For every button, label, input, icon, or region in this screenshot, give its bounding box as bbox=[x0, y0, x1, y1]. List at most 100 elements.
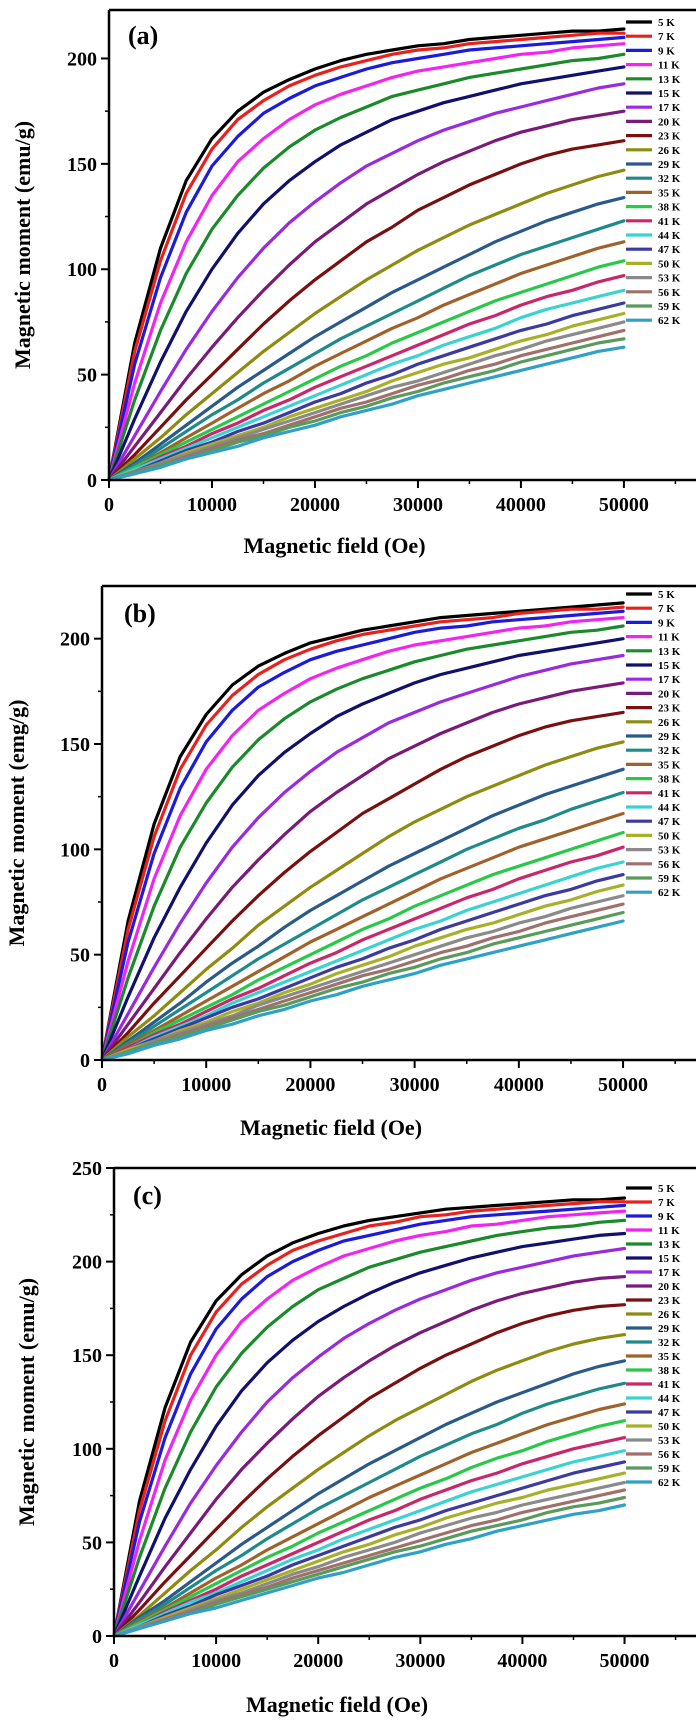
legend-label: 35 K bbox=[658, 1351, 681, 1363]
series-lines bbox=[112, 1196, 627, 1638]
series-line-56k bbox=[107, 328, 626, 482]
legend-label: 32 K bbox=[658, 745, 681, 757]
series-line-50k bbox=[100, 883, 625, 1062]
series-line-29k bbox=[112, 1359, 627, 1638]
series-line-29k bbox=[100, 767, 625, 1062]
x-tick-label: 40000 bbox=[497, 1650, 547, 1672]
x-tick-label: 0 bbox=[97, 1074, 107, 1096]
series-line-41k bbox=[107, 274, 626, 482]
legend-label: 26 K bbox=[658, 1309, 681, 1321]
x-axis-title: Magnetic field (Oe) bbox=[243, 533, 425, 558]
series-line-11k bbox=[107, 42, 626, 482]
legend-label: 9 K bbox=[658, 617, 675, 629]
chart-panel-c: 0 10000 20000 30000 40000 50000 0 50 100 150 200 25… bbox=[14, 1158, 696, 1717]
series-line-56k bbox=[112, 1488, 627, 1638]
legend-label: 15 K bbox=[658, 1253, 681, 1265]
legend-label: 11 K bbox=[658, 60, 680, 72]
series-line-38k bbox=[112, 1419, 627, 1638]
series-line-23k bbox=[107, 139, 626, 482]
legend-label: 47 K bbox=[658, 816, 681, 828]
series-line-50k bbox=[112, 1471, 627, 1638]
series-line-17k bbox=[112, 1246, 627, 1638]
y-tick-label: 150 bbox=[60, 734, 90, 756]
legend-label: 56 K bbox=[658, 1449, 681, 1461]
legend-label: 9 K bbox=[658, 45, 675, 57]
series-line-53k bbox=[100, 894, 625, 1062]
legend-label: 53 K bbox=[658, 1435, 681, 1447]
series-line-5k bbox=[112, 1196, 627, 1638]
legend-label: 38 K bbox=[658, 774, 681, 786]
series-line-32k bbox=[112, 1381, 627, 1638]
legend-label: 13 K bbox=[658, 1239, 681, 1251]
legend-label: 20 K bbox=[658, 688, 681, 700]
y-tick-label: 200 bbox=[67, 48, 97, 70]
legend-label: 7 K bbox=[658, 603, 675, 615]
x-tick-label: 20000 bbox=[293, 1650, 343, 1672]
legend-label: 59 K bbox=[658, 1463, 681, 1475]
series-line-44k bbox=[112, 1449, 627, 1638]
series-line-23k bbox=[112, 1303, 627, 1638]
legend-label: 62 K bbox=[658, 315, 681, 327]
series-line-7k bbox=[107, 31, 626, 482]
legend-label: 41 K bbox=[658, 1379, 681, 1391]
legend-label: 7 K bbox=[658, 31, 675, 43]
legend-label: 47 K bbox=[658, 1407, 681, 1419]
legend-label: 47 K bbox=[658, 244, 681, 256]
y-axis-title: Magnetic moment (emu/g) bbox=[14, 1278, 39, 1526]
x-tick-label: 40000 bbox=[496, 494, 546, 516]
legend-label: 35 K bbox=[658, 759, 681, 771]
x-tick-label: 0 bbox=[104, 494, 114, 516]
legend-label: 50 K bbox=[658, 258, 681, 270]
series-line-5k bbox=[100, 601, 625, 1062]
chart-panel-b: 0 10000 20000 30000 40000 50000 0 50 100 150 200 Ma… bbox=[4, 584, 696, 1140]
series-line-9k bbox=[100, 609, 625, 1062]
series-line-20k bbox=[112, 1275, 627, 1638]
legend-label: 20 K bbox=[658, 116, 681, 128]
y-tick-label: 150 bbox=[72, 1345, 102, 1367]
legend-label: 26 K bbox=[658, 717, 681, 729]
y-tick-label: 200 bbox=[72, 1252, 102, 1274]
legend-label: 59 K bbox=[658, 873, 681, 885]
legend-label: 7 K bbox=[658, 1197, 675, 1209]
y-tick-label: 50 bbox=[70, 945, 90, 967]
series-line-44k bbox=[100, 860, 625, 1062]
legend-label: 56 K bbox=[658, 859, 681, 871]
x-tick-label: 40000 bbox=[494, 1074, 544, 1096]
legend-label: 29 K bbox=[658, 1323, 681, 1335]
x-tick-label: 50000 bbox=[600, 1650, 650, 1672]
series-line-56k bbox=[100, 902, 625, 1062]
series-line-32k bbox=[107, 219, 626, 482]
series-line-35k bbox=[112, 1402, 627, 1638]
legend-label: 50 K bbox=[658, 830, 681, 842]
series-line-15k bbox=[107, 65, 626, 482]
series-line-29k bbox=[107, 196, 626, 482]
legend-label: 13 K bbox=[658, 646, 681, 658]
legend-label: 62 K bbox=[658, 887, 681, 899]
series-line-15k bbox=[100, 637, 625, 1062]
x-tick-label: 10000 bbox=[187, 494, 237, 516]
x-tick-label: 50000 bbox=[599, 494, 649, 516]
legend-label: 35 K bbox=[658, 187, 681, 199]
legend-label: 38 K bbox=[658, 1365, 681, 1377]
y-tick-label: 0 bbox=[92, 1626, 102, 1648]
legend-label: 29 K bbox=[658, 159, 681, 171]
legend-label: 32 K bbox=[658, 1337, 681, 1349]
series-lines bbox=[107, 27, 626, 482]
legend-label: 17 K bbox=[658, 1267, 681, 1279]
x-tick-label: 0 bbox=[109, 1650, 119, 1672]
legend: 5 K 7 K 9 K 11 K 13 K 15 K 17 K 20 K 23 K 26 K 29 … bbox=[626, 17, 681, 327]
legend-label: 44 K bbox=[658, 802, 681, 814]
legend-label: 53 K bbox=[658, 845, 681, 857]
series-line-62k bbox=[112, 1503, 627, 1638]
legend-label: 56 K bbox=[658, 287, 681, 299]
y-axis-title: Magnetic moment (emg/g) bbox=[4, 700, 29, 947]
legend-label: 26 K bbox=[658, 145, 681, 157]
legend-label: 11 K bbox=[658, 1225, 680, 1237]
legend-label: 50 K bbox=[658, 1421, 681, 1433]
series-line-26k bbox=[107, 168, 626, 482]
series-line-47k bbox=[100, 873, 625, 1062]
legend-label: 9 K bbox=[658, 1211, 675, 1223]
series-line-26k bbox=[100, 740, 625, 1062]
legend-label: 23 K bbox=[658, 1295, 681, 1307]
